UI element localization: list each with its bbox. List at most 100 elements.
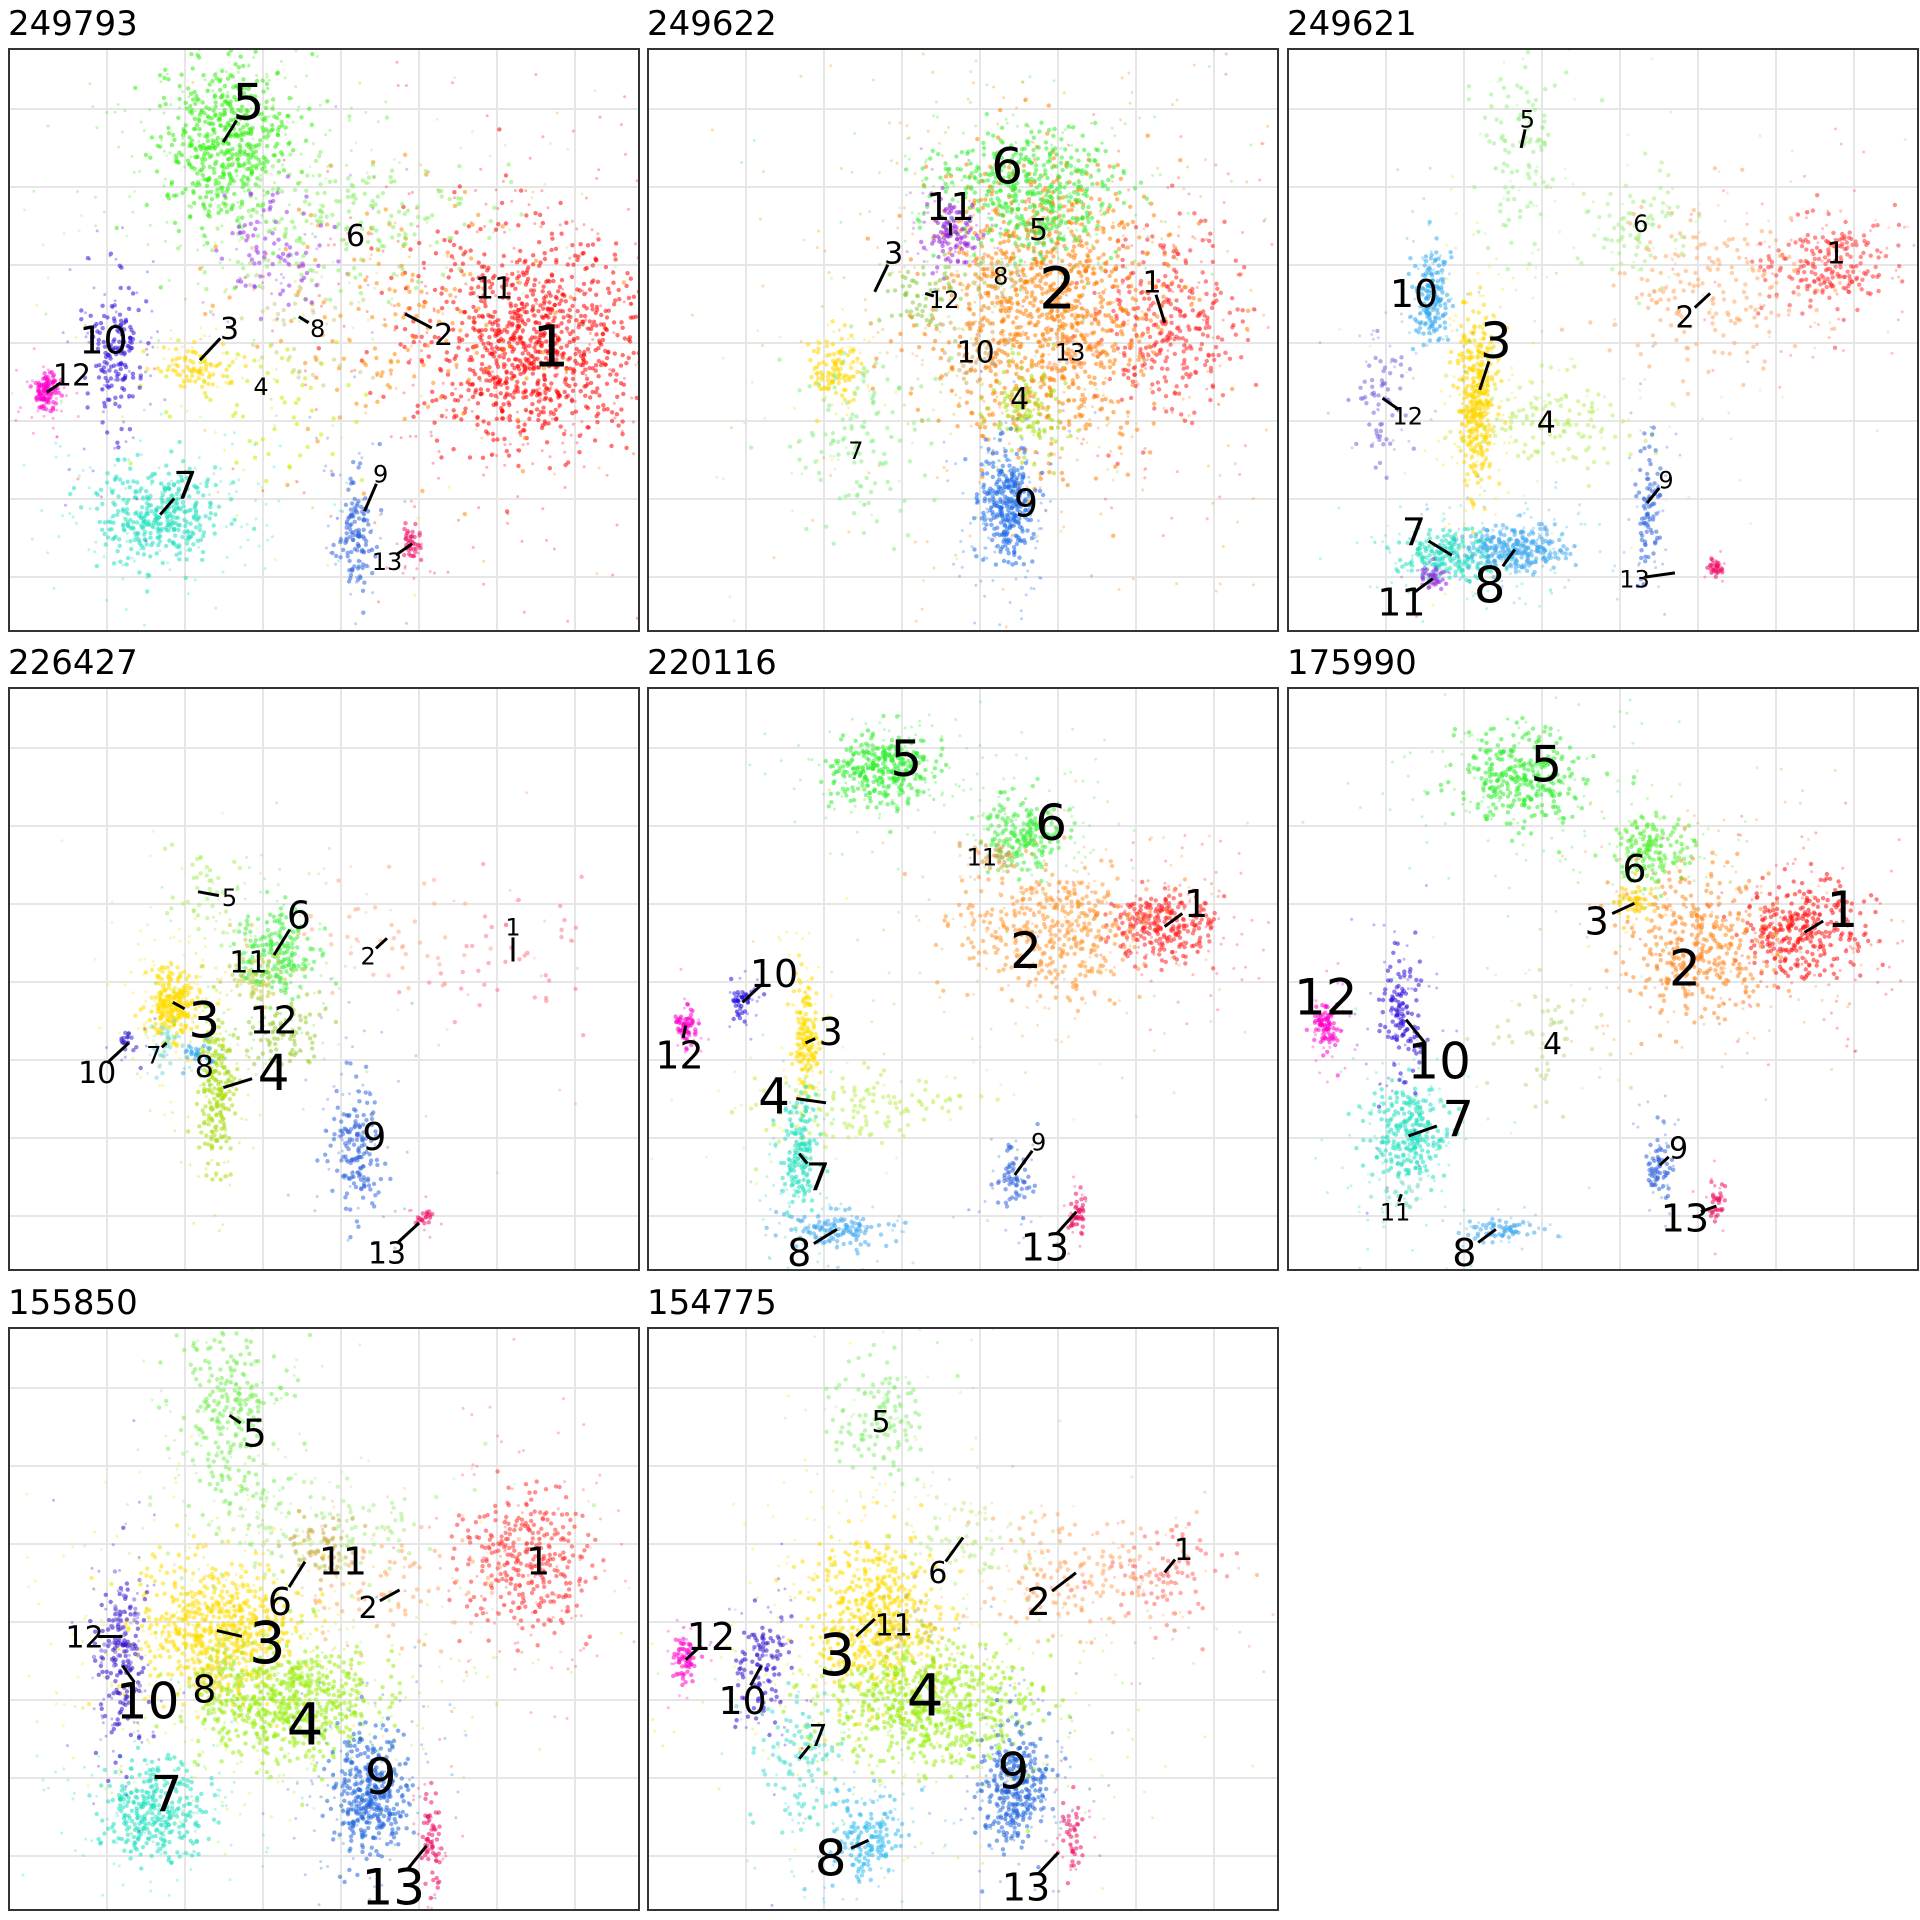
scatter-point — [150, 472, 155, 477]
scatter-point — [105, 315, 110, 320]
scatter-point — [190, 66, 195, 71]
scatter-point — [1260, 142, 1264, 145]
scatter-point — [15, 368, 18, 372]
scatter-point — [224, 288, 228, 292]
scatter-point — [255, 73, 258, 77]
scatter-point — [460, 320, 465, 326]
scatter-point — [161, 345, 167, 350]
scatter-point — [1107, 376, 1113, 382]
scatter-point — [519, 434, 523, 438]
scatter-point — [270, 406, 274, 410]
scatter-point — [151, 260, 155, 264]
scatter-point — [187, 494, 192, 499]
scatter-point — [569, 397, 575, 402]
scatter-point — [271, 318, 275, 322]
scatter-point — [353, 508, 359, 513]
scatter-point — [521, 341, 526, 346]
scatter-point — [346, 231, 350, 235]
scatter-point — [518, 371, 523, 377]
scatter-point — [1179, 135, 1183, 139]
scatter-point — [509, 179, 514, 185]
scatter-point — [106, 385, 111, 390]
scatter-point — [298, 453, 303, 458]
scatter-point — [1130, 382, 1135, 388]
scatter-point — [216, 203, 222, 209]
scatter-point — [104, 480, 110, 485]
scatter-point — [260, 389, 265, 394]
scatter-point — [114, 257, 118, 261]
scatter-point — [226, 91, 230, 94]
scatter-point — [599, 312, 604, 318]
scatter-point — [263, 194, 266, 197]
scatter-point — [205, 138, 211, 143]
scatter-point — [165, 367, 170, 373]
scatter-point — [189, 143, 194, 148]
scatter-point — [326, 524, 330, 528]
scatter-point — [273, 558, 277, 562]
scatter-point — [59, 377, 64, 383]
scatter-point — [265, 370, 270, 376]
scatter-point — [1222, 201, 1226, 204]
scatter-point — [174, 500, 179, 506]
scatter-point — [283, 247, 288, 252]
scatter-point — [371, 174, 377, 179]
scatter-point — [122, 327, 127, 332]
scatter-point — [1126, 322, 1130, 326]
scatter-point — [252, 358, 257, 363]
scatter-point — [146, 519, 151, 524]
scatter-point — [554, 257, 559, 263]
scatter-point — [484, 322, 489, 328]
scatter-point — [276, 170, 282, 175]
scatter-point — [395, 274, 399, 278]
scatter-point — [622, 376, 626, 380]
scatter-point — [508, 336, 513, 342]
scatter-point — [248, 95, 254, 100]
scatter-point — [290, 219, 295, 225]
scatter-point — [130, 394, 135, 399]
scatter-point — [461, 252, 466, 257]
scatter-point — [350, 369, 354, 373]
scatter-point — [485, 114, 489, 118]
cluster-13-points — [385, 499, 432, 580]
scatter-point — [349, 106, 353, 110]
scatter-point — [122, 420, 126, 424]
scatter-point — [531, 326, 537, 332]
scatter-point — [439, 455, 444, 460]
scatter-point — [1015, 106, 1019, 110]
scatter-point — [349, 549, 354, 555]
scatter-point — [375, 371, 380, 376]
scatter-point — [142, 519, 147, 524]
scatter-point — [558, 223, 562, 227]
scatter-point — [227, 492, 231, 496]
scatter-point — [234, 403, 240, 408]
scatter-point — [772, 556, 776, 560]
scatter-point — [105, 111, 109, 114]
scatter-point — [1162, 406, 1166, 410]
scatter-point — [177, 83, 182, 89]
scatter-point — [591, 264, 595, 268]
scatter-point — [324, 464, 328, 468]
scatter-point — [117, 145, 120, 149]
scatter-point — [1099, 512, 1103, 516]
scatter-point — [160, 560, 165, 566]
scatter-point — [202, 270, 207, 275]
scatter-point — [1179, 278, 1184, 283]
scatter-point — [604, 381, 610, 386]
scatter-point — [237, 230, 243, 235]
scatter-point — [620, 325, 625, 330]
scatter-point — [381, 650, 384, 653]
scatter-point — [138, 169, 142, 173]
scatter-point — [1098, 363, 1103, 368]
scatter-point — [96, 375, 102, 380]
scatter-point — [193, 525, 199, 530]
scatter-point — [566, 619, 570, 623]
scatter-point — [420, 280, 424, 284]
scatter-point — [570, 411, 575, 416]
scatter-point — [238, 277, 242, 280]
scatter-point — [598, 362, 604, 368]
scatter-point — [77, 229, 81, 233]
scatter-point — [325, 322, 329, 326]
scatter-point — [217, 87, 223, 93]
scatter-point — [370, 148, 374, 152]
scatter-point — [527, 343, 532, 349]
